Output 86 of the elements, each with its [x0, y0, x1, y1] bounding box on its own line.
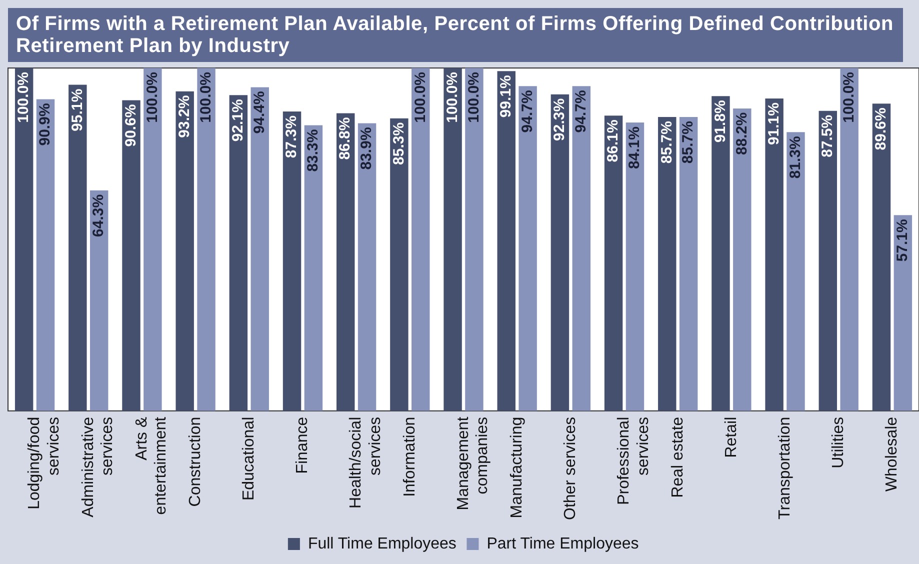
data-label: 100.0% — [444, 72, 461, 123]
data-label: 92.1% — [230, 99, 247, 142]
bar — [144, 68, 162, 411]
bar — [497, 71, 516, 411]
data-label: 86.8% — [336, 117, 354, 160]
data-label: 85.7% — [680, 121, 697, 164]
x-tick-label: Manufacturing — [508, 416, 526, 518]
data-label: 100.0% — [197, 72, 214, 123]
x-tick-label: Real estate — [669, 416, 686, 498]
data-label: 90.9% — [36, 103, 54, 146]
bar — [465, 68, 484, 411]
data-label: 95.1% — [68, 88, 86, 132]
data-label: 86.1% — [604, 120, 622, 162]
chart-title: Of Firms with a Retirement Plan Available, Percent of Firms Offering Defined Contribution Retirement Plan by Industry — [8, 8, 903, 62]
bar — [390, 118, 408, 411]
data-label: 94.4% — [251, 91, 268, 134]
bar — [872, 104, 891, 411]
data-label: 81.3% — [786, 136, 804, 179]
data-label: 64.3% — [90, 194, 108, 237]
data-label: 57.1% — [894, 219, 912, 262]
bar — [550, 94, 570, 411]
bar — [197, 68, 216, 411]
data-label: 100.0% — [412, 72, 429, 123]
bar — [90, 190, 108, 411]
data-label: 88.2% — [733, 112, 750, 156]
x-tick-label: Professional services — [616, 416, 652, 505]
data-label: 100.0% — [144, 72, 161, 123]
data-label: 99.1% — [498, 75, 515, 118]
bar — [444, 68, 462, 411]
bar — [840, 68, 858, 411]
bar — [250, 87, 269, 411]
x-tick-label: Retail — [722, 416, 740, 458]
data-label: 100.0% — [465, 72, 482, 123]
legend-label: Part Time Employees — [486, 535, 639, 552]
data-label: 83.9% — [358, 127, 376, 170]
bar — [14, 68, 34, 411]
data-label: 91.8% — [712, 100, 729, 143]
data-label: 83.3% — [304, 129, 322, 172]
data-label: 90.6% — [122, 104, 140, 147]
data-label: 85.7% — [658, 121, 676, 164]
x-tick-label: Transportation — [776, 416, 794, 520]
bar — [304, 125, 323, 411]
bar — [733, 108, 752, 411]
data-label: 87.5% — [819, 114, 836, 158]
bar — [679, 117, 698, 411]
bar — [765, 98, 784, 411]
bar — [518, 86, 537, 411]
bar — [712, 96, 730, 411]
x-tick-label: Health/social services — [348, 416, 384, 508]
bar — [229, 95, 248, 411]
x-tick-label: Management companies — [454, 416, 492, 510]
data-label: 93.2% — [176, 95, 193, 138]
bar — [818, 110, 838, 411]
data-label: 100.0% — [840, 72, 858, 123]
bar — [176, 91, 194, 411]
data-label: 89.6% — [872, 108, 890, 150]
data-label: 87.3% — [283, 116, 300, 158]
data-label: 100.0% — [15, 72, 32, 123]
bar — [786, 132, 805, 411]
x-tick-label: Other services — [562, 416, 580, 520]
bar — [358, 123, 376, 411]
bar — [68, 84, 87, 411]
x-tick-label: Wholesale — [884, 416, 901, 492]
bar — [894, 215, 912, 411]
bar — [604, 116, 623, 411]
x-tick-label: Educational — [240, 416, 258, 500]
bar — [412, 68, 430, 411]
data-label: 94.7% — [518, 90, 536, 133]
bar — [572, 86, 591, 411]
bar — [122, 100, 140, 411]
legend-label: Full Time Employees — [308, 535, 456, 552]
bar — [336, 113, 355, 411]
bar — [282, 112, 302, 411]
x-tick-label: Information — [401, 416, 418, 497]
x-tick-label: Construction — [186, 416, 204, 507]
data-label: 94.7% — [572, 90, 590, 133]
x-tick-label: Finance — [294, 416, 312, 474]
x-tick-label: Lodging/food services — [26, 416, 62, 510]
data-label: 92.3% — [551, 98, 568, 141]
data-label: 84.1% — [626, 126, 644, 170]
bar — [626, 122, 644, 411]
data-label: 91.1% — [765, 102, 782, 146]
bar — [658, 117, 676, 411]
x-tick-label: Utilities — [830, 416, 848, 468]
data-label: 85.3% — [390, 122, 408, 165]
bar — [36, 99, 55, 411]
